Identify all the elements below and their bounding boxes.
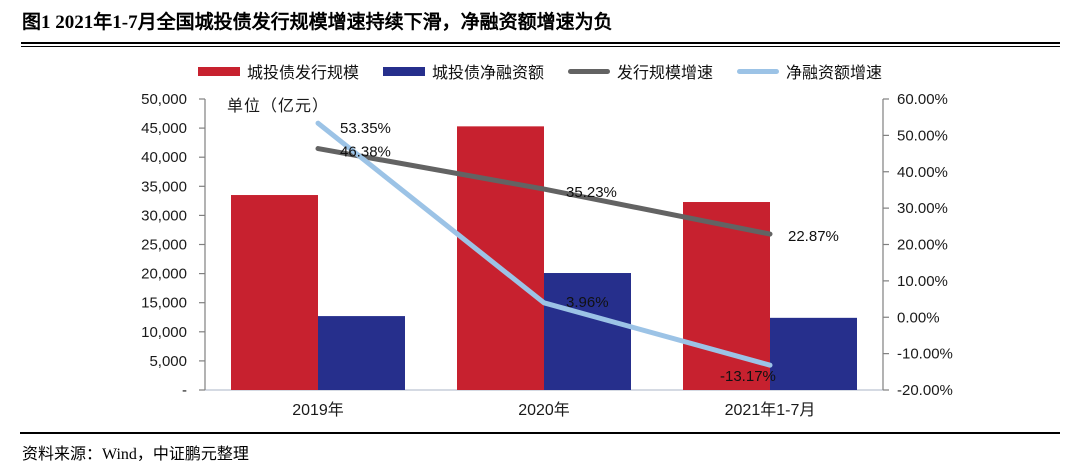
figure-title: 图1 2021年1-7月全国城投债发行规模增速持续下滑，净融资额增速为负 <box>22 12 613 33</box>
x-axis-category-label: 2020年 <box>518 401 570 419</box>
legend-label-issuance-growth: 发行规模增速 <box>617 65 714 82</box>
chart-legend: 城投债发行规模 城投债净融资额 发行规模增速 净融资额增速 <box>0 59 1080 83</box>
left-axis-tick-label: 50,000 <box>141 91 187 108</box>
net-financing-growth-line <box>315 120 773 368</box>
left-axis-tick-label: - <box>182 382 187 399</box>
left-axis-tick-label: 10,000 <box>141 324 187 341</box>
unit-label: 单位（亿元） <box>227 98 330 115</box>
right-axis-tick-label: 40.00% <box>897 164 948 181</box>
net-financing-bar <box>770 317 857 390</box>
issuance-growth-data-labels: 46.38% 35.23% 22.87% <box>340 144 839 246</box>
data-label: 35.23% <box>566 184 617 201</box>
source-note: 资料来源：Wind，中证鹏元整理 <box>22 446 249 463</box>
data-label: 46.38% <box>340 144 391 161</box>
issuance-bars <box>231 126 770 390</box>
legend-label-net-financing: 城投债净融资额 <box>431 65 544 82</box>
title-divider-rule <box>21 42 1060 47</box>
legend-item-net-financing: 城投债净融资额 <box>382 59 544 83</box>
left-axis-tick-label: 25,000 <box>141 237 187 254</box>
legend-label-net-financing-growth: 净融资额增速 <box>786 65 883 82</box>
x-axis-labels: 2019年 2020年 2021年1-7月 <box>292 401 815 419</box>
right-axis-tick-label: -20.00% <box>897 382 953 399</box>
legend-item-issuance: 城投债发行规模 <box>197 59 359 83</box>
right-axis-tick-label: 10.00% <box>897 273 948 290</box>
right-axis-tick-label: 0.00% <box>897 309 940 326</box>
net-financing-growth-data-labels: 53.35% 3.96% -13.17% <box>340 120 776 385</box>
data-label: 53.35% <box>340 120 391 137</box>
left-axis-tick-label: 20,000 <box>141 266 187 283</box>
data-label: 22.87% <box>788 228 839 245</box>
net-financing-bar <box>318 316 405 390</box>
left-axis-tick-label: 35,000 <box>141 178 187 195</box>
legend-swatch-net-financing-growth <box>737 68 780 74</box>
right-axis-tick-label: 20.00% <box>897 237 948 254</box>
right-axis-tick-label: 50.00% <box>897 127 948 144</box>
x-axis-category-label: 2021年1-7月 <box>725 401 816 419</box>
issuance-bar <box>457 126 544 390</box>
right-axis: -20.00% -10.00% 0.00% 10.00% 20.00% 30.00% 40.… <box>882 91 953 399</box>
legend-swatch-issuance <box>197 66 240 76</box>
left-axis-tick-label: 40,000 <box>141 149 187 166</box>
legend-item-net-financing-growth: 净融资额增速 <box>737 59 882 83</box>
left-axis-tick-label: 45,000 <box>141 120 187 137</box>
net-financing-bars <box>318 273 857 390</box>
net-financing-bar <box>544 273 631 390</box>
right-axis-tick-label: 30.00% <box>897 200 948 217</box>
left-axis-tick-label: 15,000 <box>141 295 187 312</box>
footer-divider-rule <box>20 432 1060 434</box>
data-label: -13.17% <box>720 368 776 385</box>
issuance-growth-line <box>315 146 773 237</box>
issuance-bar <box>231 195 318 390</box>
legend-item-issuance-growth: 发行规模增速 <box>568 59 713 83</box>
left-axis: - 5,000 10,000 15,000 20,000 25,000 30,000 35,0… <box>141 91 206 399</box>
net-financing-growth-polyline <box>315 120 773 368</box>
right-axis-tick-label: 60.00% <box>897 91 948 108</box>
issuance-growth-polyline <box>315 146 773 237</box>
left-axis-tick-label: 30,000 <box>141 207 187 224</box>
left-axis-tick-label: 5,000 <box>149 353 187 370</box>
data-label: 3.96% <box>566 294 609 311</box>
legend-label-issuance: 城投债发行规模 <box>246 65 359 82</box>
x-axis-category-label: 2019年 <box>292 401 344 419</box>
legend-swatch-net-financing <box>382 66 425 76</box>
right-axis-tick-label: -10.00% <box>897 346 953 363</box>
legend-swatch-issuance-growth <box>568 68 610 74</box>
